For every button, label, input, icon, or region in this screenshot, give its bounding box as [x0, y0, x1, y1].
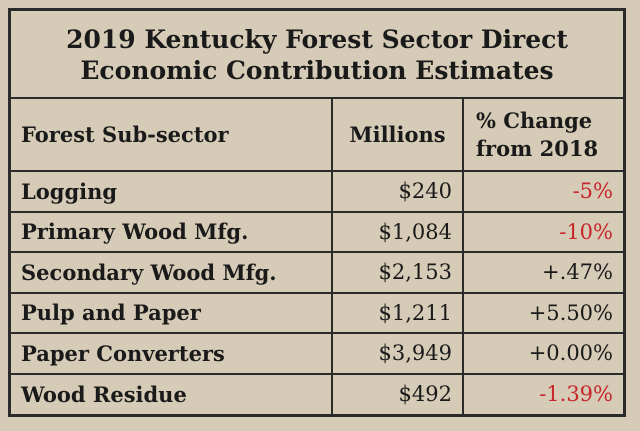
header-pct-change-line-2: from 2018 — [476, 135, 599, 161]
row-pct-change: +0.00% — [462, 332, 623, 375]
header-millions: Millions — [331, 99, 464, 172]
header-sub-sector: Forest Sub-sector — [11, 99, 333, 172]
row-sub-sector: Pulp and Paper — [11, 291, 333, 334]
table-row: Wood Residue $492 -1.39% — [11, 372, 623, 414]
data-table: Forest Sub-sector Millions % Change from… — [11, 99, 623, 414]
row-millions: $492 — [331, 372, 464, 414]
row-sub-sector: Secondary Wood Mfg. — [11, 251, 333, 294]
title-line-1: 2019 Kentucky Forest Sector Direct — [66, 25, 568, 54]
table-row: Paper Converters $3,949 +0.00% — [11, 332, 623, 375]
header-pct-change-line-1: % Change — [476, 107, 593, 133]
row-millions: $240 — [331, 170, 464, 213]
row-millions: $1,211 — [331, 291, 464, 334]
table-row: Primary Wood Mfg. $1,084 -10% — [11, 210, 623, 253]
row-pct-change: +5.50% — [462, 291, 623, 334]
row-pct-change: +.47% — [462, 251, 623, 294]
row-sub-sector: Logging — [11, 170, 333, 213]
table-row: Pulp and Paper $1,211 +5.50% — [11, 291, 623, 334]
row-millions: $1,084 — [331, 210, 464, 253]
table-frame: 2019 Kentucky Forest Sector Direct Econo… — [8, 8, 626, 417]
header-pct-change: % Change from 2018 — [462, 99, 623, 172]
row-pct-change: -1.39% — [462, 372, 623, 414]
row-pct-change: -5% — [462, 170, 623, 213]
row-sub-sector: Paper Converters — [11, 332, 333, 375]
header-row: Forest Sub-sector Millions % Change from… — [11, 99, 623, 172]
row-sub-sector: Primary Wood Mfg. — [11, 210, 333, 253]
title-line-2: Economic Contribution Estimates — [80, 56, 554, 85]
row-pct-change: -10% — [462, 210, 623, 253]
row-millions: $2,153 — [331, 251, 464, 294]
table-title: 2019 Kentucky Forest Sector Direct Econo… — [11, 11, 623, 99]
table-row: Logging $240 -5% — [11, 170, 623, 213]
row-sub-sector: Wood Residue — [11, 372, 333, 414]
row-millions: $3,949 — [331, 332, 464, 375]
table-row: Secondary Wood Mfg. $2,153 +.47% — [11, 251, 623, 294]
